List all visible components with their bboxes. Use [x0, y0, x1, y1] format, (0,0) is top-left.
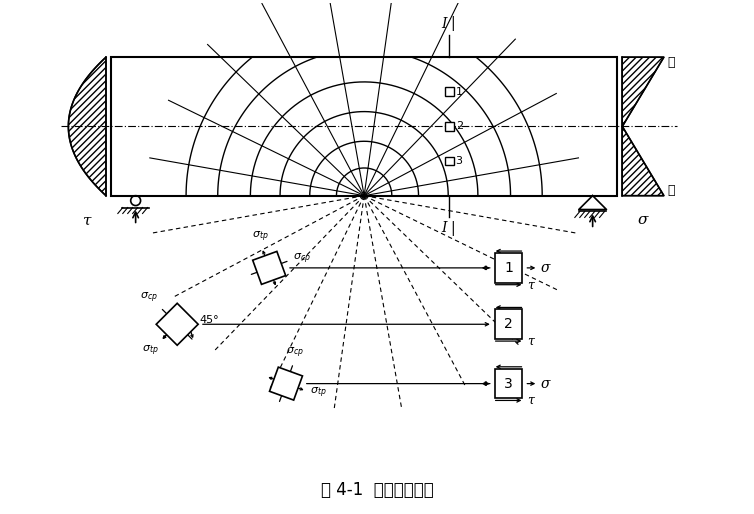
Text: |: | — [450, 222, 455, 236]
Text: 1: 1 — [455, 87, 463, 97]
Text: 45°: 45° — [199, 315, 219, 325]
Text: $\sigma_{cp}$: $\sigma_{cp}$ — [286, 346, 303, 360]
Bar — [445, 122, 454, 131]
Text: 1: 1 — [504, 261, 513, 275]
Text: τ: τ — [527, 278, 535, 291]
Text: $\sigma_{cp}$: $\sigma_{cp}$ — [293, 252, 311, 266]
Text: $\sigma_{tp}$: $\sigma_{tp}$ — [142, 343, 158, 358]
Text: $\sigma_{tp}$: $\sigma_{tp}$ — [252, 229, 268, 244]
Polygon shape — [156, 303, 198, 345]
Text: I: I — [441, 17, 446, 31]
Text: $\sigma_{cp}$: $\sigma_{cp}$ — [140, 291, 158, 305]
Bar — [111, 57, 618, 196]
Bar — [495, 253, 523, 283]
Text: τ: τ — [527, 394, 535, 407]
Text: σ: σ — [638, 213, 648, 228]
Polygon shape — [253, 251, 286, 284]
Text: 3: 3 — [504, 377, 513, 391]
Text: 图 4-1  主应力轨迹线: 图 4-1 主应力轨迹线 — [320, 482, 434, 500]
Bar — [445, 87, 454, 96]
Bar — [445, 157, 454, 166]
Bar — [495, 309, 523, 339]
Bar — [495, 369, 523, 398]
Text: 2: 2 — [504, 317, 513, 331]
Text: σ: σ — [540, 377, 550, 391]
Text: 拉: 拉 — [668, 184, 676, 197]
Text: I: I — [441, 222, 446, 235]
Text: 3: 3 — [455, 156, 463, 166]
Text: τ: τ — [83, 213, 91, 228]
Text: 压: 压 — [668, 56, 676, 69]
Text: |: | — [450, 16, 455, 31]
Text: σ: σ — [540, 261, 550, 275]
Polygon shape — [269, 367, 302, 400]
Text: 2: 2 — [455, 121, 463, 132]
Text: τ: τ — [527, 335, 535, 347]
Text: $\sigma_{tp}$: $\sigma_{tp}$ — [310, 385, 326, 399]
